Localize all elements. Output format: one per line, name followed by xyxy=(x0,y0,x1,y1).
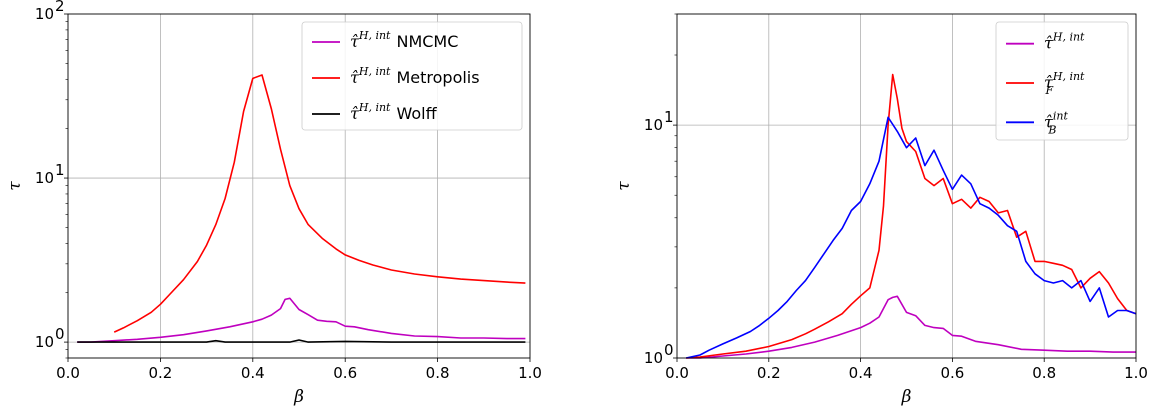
legend-box xyxy=(301,21,523,131)
y-tick-exponent: 0 xyxy=(664,341,674,359)
series-line-metropolis xyxy=(113,74,526,333)
axes-frame xyxy=(676,13,1137,359)
legend: τ̂H, int NMCMC τ̂H, int Metropolis τ̂H, int W… xyxy=(301,21,523,131)
x-tick-label: 0.8 xyxy=(1032,364,1056,382)
x-axis-label: β xyxy=(901,387,912,407)
x-tick-label: 0.0 xyxy=(665,364,689,382)
series-line-wolff xyxy=(77,339,526,343)
x-tick-label: 0.4 xyxy=(849,364,873,382)
x-tick-label: 0.4 xyxy=(241,364,265,382)
series-line-fhint xyxy=(686,73,1137,359)
x-tick-label: 0.8 xyxy=(426,364,450,382)
x-tick-label: 0.6 xyxy=(940,364,964,382)
axes-frame xyxy=(67,13,531,359)
series-line-bint xyxy=(686,116,1137,359)
y-axis-label: τ xyxy=(5,181,25,191)
series-line-hint xyxy=(686,295,1136,359)
series-line-nmcmc xyxy=(77,297,526,343)
legend-entry: τ̂H, int F xyxy=(1044,70,1085,97)
y-tick-exponent: 2 xyxy=(55,0,65,15)
x-tick-label: 0.2 xyxy=(757,364,781,382)
legend-box xyxy=(995,21,1129,141)
y-tick-label: 10 xyxy=(35,5,54,23)
y-tick-label: 10 xyxy=(35,169,54,187)
legend: τ̂H, int τ̂H, int F τ̂int B xyxy=(995,21,1129,141)
y-tick-label: 10 xyxy=(644,349,663,367)
y-axis-label: τ xyxy=(614,181,634,191)
y-tick-exponent: 0 xyxy=(55,325,65,343)
legend-entry: τ̂int B xyxy=(1044,109,1068,136)
legend-entry: τ̂H, int NMCMC xyxy=(350,29,458,51)
legend-entry: τ̂H, int Wolff xyxy=(350,101,438,123)
y-tick-label: 10 xyxy=(35,333,54,351)
x-tick-label: 1.0 xyxy=(1124,364,1148,382)
y-tick-exponent: 1 xyxy=(55,161,65,179)
x-tick-label: 0.0 xyxy=(56,364,80,382)
x-tick-label: 0.6 xyxy=(333,364,357,382)
x-tick-label: 0.2 xyxy=(148,364,172,382)
x-axis-label: β xyxy=(293,387,304,407)
y-tick-label: 10 xyxy=(644,116,663,134)
x-tick-label: 1.0 xyxy=(518,364,542,382)
y-tick-exponent: 1 xyxy=(664,108,674,126)
legend-entry: τ̂H, int xyxy=(1044,31,1085,53)
legend-entry: τ̂H, int Metropolis xyxy=(350,65,480,87)
